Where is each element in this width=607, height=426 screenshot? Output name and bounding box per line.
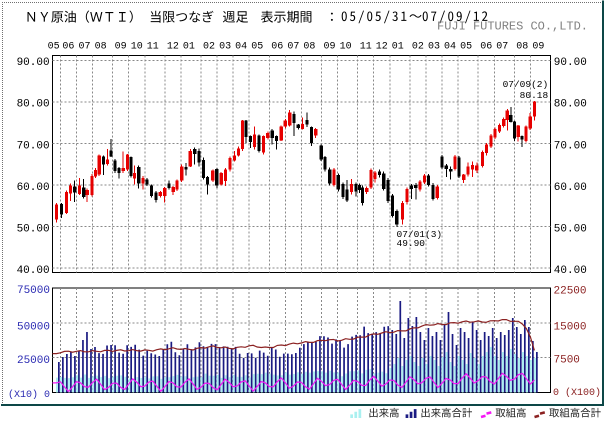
svg-text:12: 12 <box>376 41 388 52</box>
svg-text:50000: 50000 <box>17 321 50 333</box>
svg-text:75000: 75000 <box>17 285 50 297</box>
svg-text:90.00: 90.00 <box>17 57 50 69</box>
svg-text:09: 09 <box>115 41 127 52</box>
svg-text:06: 06 <box>62 41 74 52</box>
svg-text:02: 02 <box>203 41 215 52</box>
svg-text:49.90: 49.90 <box>397 238 426 249</box>
svg-text:22500: 22500 <box>554 286 587 298</box>
svg-text:08: 08 <box>95 41 107 52</box>
svg-text:(X10) 0: (X10) 0 <box>8 389 50 401</box>
svg-text:80.00: 80.00 <box>554 99 587 111</box>
svg-text:06: 06 <box>480 41 492 52</box>
svg-text:11: 11 <box>147 41 159 52</box>
svg-text:05: 05 <box>251 41 263 52</box>
svg-text:04: 04 <box>444 41 456 52</box>
svg-text:07: 07 <box>287 41 299 52</box>
svg-text:0 (X100): 0 (X100) <box>553 387 601 399</box>
svg-text:08: 08 <box>516 41 528 52</box>
svg-text:09: 09 <box>324 41 336 52</box>
svg-text:90.00: 90.00 <box>554 57 587 69</box>
svg-text:40.00: 40.00 <box>554 265 587 277</box>
svg-text:7500: 7500 <box>554 355 580 367</box>
svg-text:07/01(3): 07/01(3) <box>397 229 443 240</box>
svg-text:70.00: 70.00 <box>554 140 587 152</box>
svg-text:FUJI FUTURES CO.,LTD.: FUJI FUTURES CO.,LTD. <box>437 20 588 34</box>
svg-text:07: 07 <box>79 41 91 52</box>
svg-text:09: 09 <box>532 41 544 52</box>
svg-text:05: 05 <box>48 41 60 52</box>
svg-text:12: 12 <box>167 41 179 52</box>
svg-text:80.00: 80.00 <box>17 99 50 111</box>
svg-text:01: 01 <box>392 41 404 52</box>
svg-text:02: 02 <box>412 41 424 52</box>
svg-text:60.00: 60.00 <box>554 182 587 194</box>
svg-text:50.00: 50.00 <box>554 223 587 235</box>
svg-text:60.00: 60.00 <box>17 182 50 194</box>
svg-text:70.00: 70.00 <box>17 140 50 152</box>
svg-text:11: 11 <box>360 41 372 52</box>
svg-text:01: 01 <box>183 41 195 52</box>
svg-text:07: 07 <box>496 41 508 52</box>
svg-text:08: 08 <box>303 41 315 52</box>
svg-text:50.00: 50.00 <box>17 223 50 235</box>
svg-text:10: 10 <box>340 41 352 52</box>
svg-text:10: 10 <box>131 41 143 52</box>
svg-text:05: 05 <box>460 41 472 52</box>
svg-text:40.00: 40.00 <box>17 265 50 277</box>
svg-text:07/09(2): 07/09(2) <box>503 79 549 90</box>
svg-text:03: 03 <box>428 41 440 52</box>
svg-text:04: 04 <box>235 41 247 52</box>
svg-text:25000: 25000 <box>17 355 50 367</box>
svg-text:06: 06 <box>271 41 283 52</box>
svg-text:80.18: 80.18 <box>520 90 549 101</box>
svg-text:03: 03 <box>219 41 231 52</box>
svg-text:15000: 15000 <box>554 321 587 333</box>
